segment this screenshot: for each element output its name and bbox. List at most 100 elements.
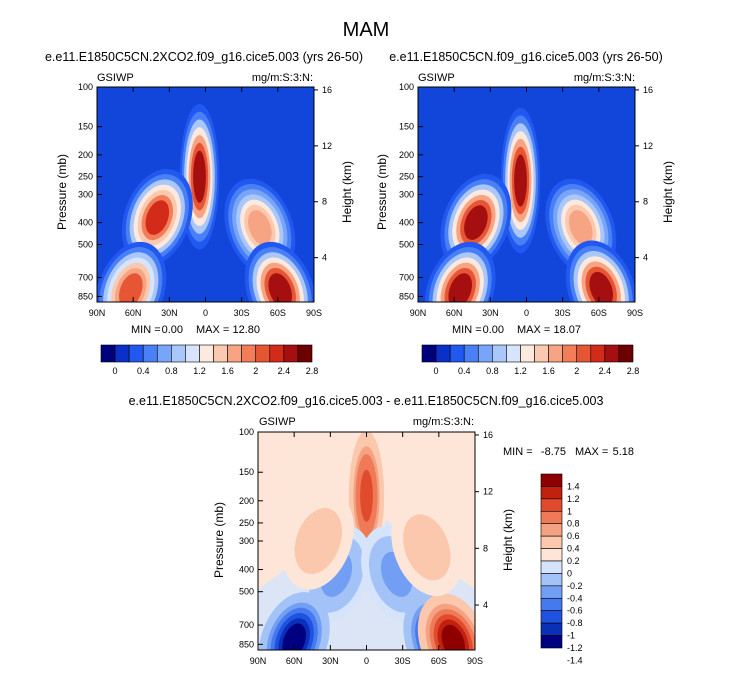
colorbar-tick-label: -0.8 bbox=[567, 618, 583, 628]
colorbar-swatch bbox=[540, 523, 563, 537]
colorbar-swatch bbox=[540, 535, 563, 549]
y-tick-label: 700 bbox=[399, 272, 414, 282]
y-tick-label: 300 bbox=[239, 536, 254, 546]
x-tick-label: 30N bbox=[322, 656, 339, 666]
colorbar-swatch bbox=[540, 560, 563, 574]
x-tick-label: 0 bbox=[524, 308, 529, 318]
y-tick-label: 100 bbox=[399, 82, 414, 92]
max-label: MAX = bbox=[196, 324, 229, 336]
panel-title: e.e11.E1850C5CN.f09_g16.cice5.003 (yrs 2… bbox=[389, 50, 663, 64]
x-tick-label: 60N bbox=[125, 308, 142, 318]
contour-fill bbox=[441, 624, 466, 650]
y2-tick-label: 8 bbox=[643, 197, 648, 207]
panel-units-label: mg/m:S:3:N: bbox=[574, 72, 635, 84]
field bbox=[258, 432, 475, 650]
y-tick-label: 100 bbox=[78, 82, 93, 92]
colorbar-swatch bbox=[171, 344, 186, 363]
y-tick-label: 850 bbox=[239, 639, 254, 649]
colorbar-swatch bbox=[142, 344, 158, 363]
y-tick-label: 850 bbox=[399, 291, 414, 301]
colorbar-swatch bbox=[463, 344, 479, 363]
y-tick-label: 250 bbox=[239, 518, 254, 528]
x-tick-label: 60N bbox=[286, 656, 303, 666]
max-label: MAX = bbox=[575, 446, 608, 458]
colorbar-swatch bbox=[492, 344, 507, 363]
colorbar-swatch bbox=[540, 573, 563, 587]
axes: 90N 60N 30N 0 30S 60S 90S 100 150 200 250 300 400 500… bbox=[78, 82, 332, 318]
colorbar-tick-label: 0 bbox=[113, 366, 118, 376]
colorbar-swatch bbox=[227, 344, 242, 363]
colorbar-tick-label: -0.4 bbox=[567, 593, 583, 603]
colorbar: 0 0.4 0.8 1.2 1.6 2 2.4 2.8 bbox=[100, 344, 318, 376]
field bbox=[418, 87, 635, 302]
heatmap-plot bbox=[97, 87, 314, 302]
y-tick-label: 400 bbox=[399, 218, 414, 228]
y2-tick-label: 16 bbox=[483, 430, 493, 440]
contour-fill bbox=[119, 273, 143, 302]
colorbar-tick-label: -1 bbox=[567, 631, 575, 641]
x-tick-label: 30S bbox=[555, 308, 571, 318]
colorbar-swatch bbox=[185, 344, 200, 363]
colorbar-swatch bbox=[540, 498, 563, 512]
max-label: MAX = bbox=[517, 324, 550, 336]
contour-fill bbox=[589, 271, 613, 302]
colorbar-tick-label: 0.4 bbox=[137, 366, 150, 376]
y-axis-label: Pressure (mb) bbox=[55, 154, 69, 230]
colorbar-swatch bbox=[534, 344, 549, 363]
min-label: MIN = bbox=[452, 324, 482, 336]
colorbar-tick-label: 0.4 bbox=[458, 366, 471, 376]
x-tick-label: 30N bbox=[482, 308, 499, 318]
x-tick-label: 0 bbox=[364, 656, 369, 666]
y-tick-label: 500 bbox=[78, 239, 93, 249]
figure-title: MAM bbox=[343, 19, 390, 41]
colorbar-tick-label: -1.2 bbox=[567, 643, 583, 653]
y-tick-label: 150 bbox=[78, 122, 93, 132]
colorbar-swatch bbox=[255, 344, 271, 363]
heatmap-plot bbox=[418, 87, 635, 302]
contour-fill bbox=[306, 523, 331, 559]
axes: 90N 60N 30N 0 30S 60S 90S 100 150 200 250 300 400 500… bbox=[399, 82, 653, 318]
contour-fill bbox=[569, 210, 593, 245]
contour-fill bbox=[145, 200, 170, 235]
colorbar-swatch bbox=[269, 344, 285, 363]
colorbar-tick-label: 0 bbox=[567, 568, 572, 578]
y2-tick-label: 4 bbox=[483, 600, 488, 610]
y-tick-label: 300 bbox=[399, 190, 414, 200]
x-tick-label: 60N bbox=[446, 308, 463, 318]
heatmap-plot bbox=[258, 432, 475, 650]
y-tick-label: 400 bbox=[239, 565, 254, 575]
contour-fill bbox=[415, 530, 439, 565]
colorbar-tick-label: -0.2 bbox=[567, 581, 583, 591]
y-tick-label: 100 bbox=[239, 427, 254, 437]
y2-tick-label: 8 bbox=[322, 197, 327, 207]
field bbox=[97, 87, 314, 302]
x-tick-label: 90S bbox=[467, 656, 483, 666]
colorbar-tick-label: 0.4 bbox=[567, 544, 580, 554]
colorbar-tick-label: 1.2 bbox=[193, 366, 206, 376]
colorbar-tick-label: 1.6 bbox=[221, 366, 234, 376]
min-label: MIN = bbox=[503, 446, 533, 458]
x-tick-label: 60S bbox=[431, 656, 447, 666]
colorbar-tick-label: 2 bbox=[574, 366, 579, 376]
colorbar-tick-label: 0.8 bbox=[165, 366, 178, 376]
colorbar-tick-label: 2.4 bbox=[278, 366, 291, 376]
y2-tick-label: 12 bbox=[483, 487, 493, 497]
colorbar-tick-label: 0.2 bbox=[567, 556, 580, 566]
contour-fill bbox=[282, 623, 306, 650]
contour-fill bbox=[464, 205, 488, 240]
colorbar-tick-label: 0.8 bbox=[567, 519, 580, 529]
colorbar-swatch bbox=[213, 344, 228, 363]
colorbar-swatch bbox=[156, 344, 172, 363]
min-value: 0.00 bbox=[483, 324, 504, 336]
y-axis-label: Pressure (mb) bbox=[375, 154, 389, 230]
colorbar-swatch bbox=[540, 548, 563, 562]
y-tick-label: 500 bbox=[399, 239, 414, 249]
x-tick-label: 90N bbox=[89, 308, 106, 318]
colorbar-tick-label: 1.2 bbox=[567, 494, 580, 504]
colorbar-swatch bbox=[540, 635, 563, 649]
colorbar-swatch bbox=[590, 344, 606, 363]
colorbar-swatch bbox=[540, 486, 563, 500]
contour-fill bbox=[268, 273, 292, 302]
contour-fill bbox=[360, 469, 373, 522]
